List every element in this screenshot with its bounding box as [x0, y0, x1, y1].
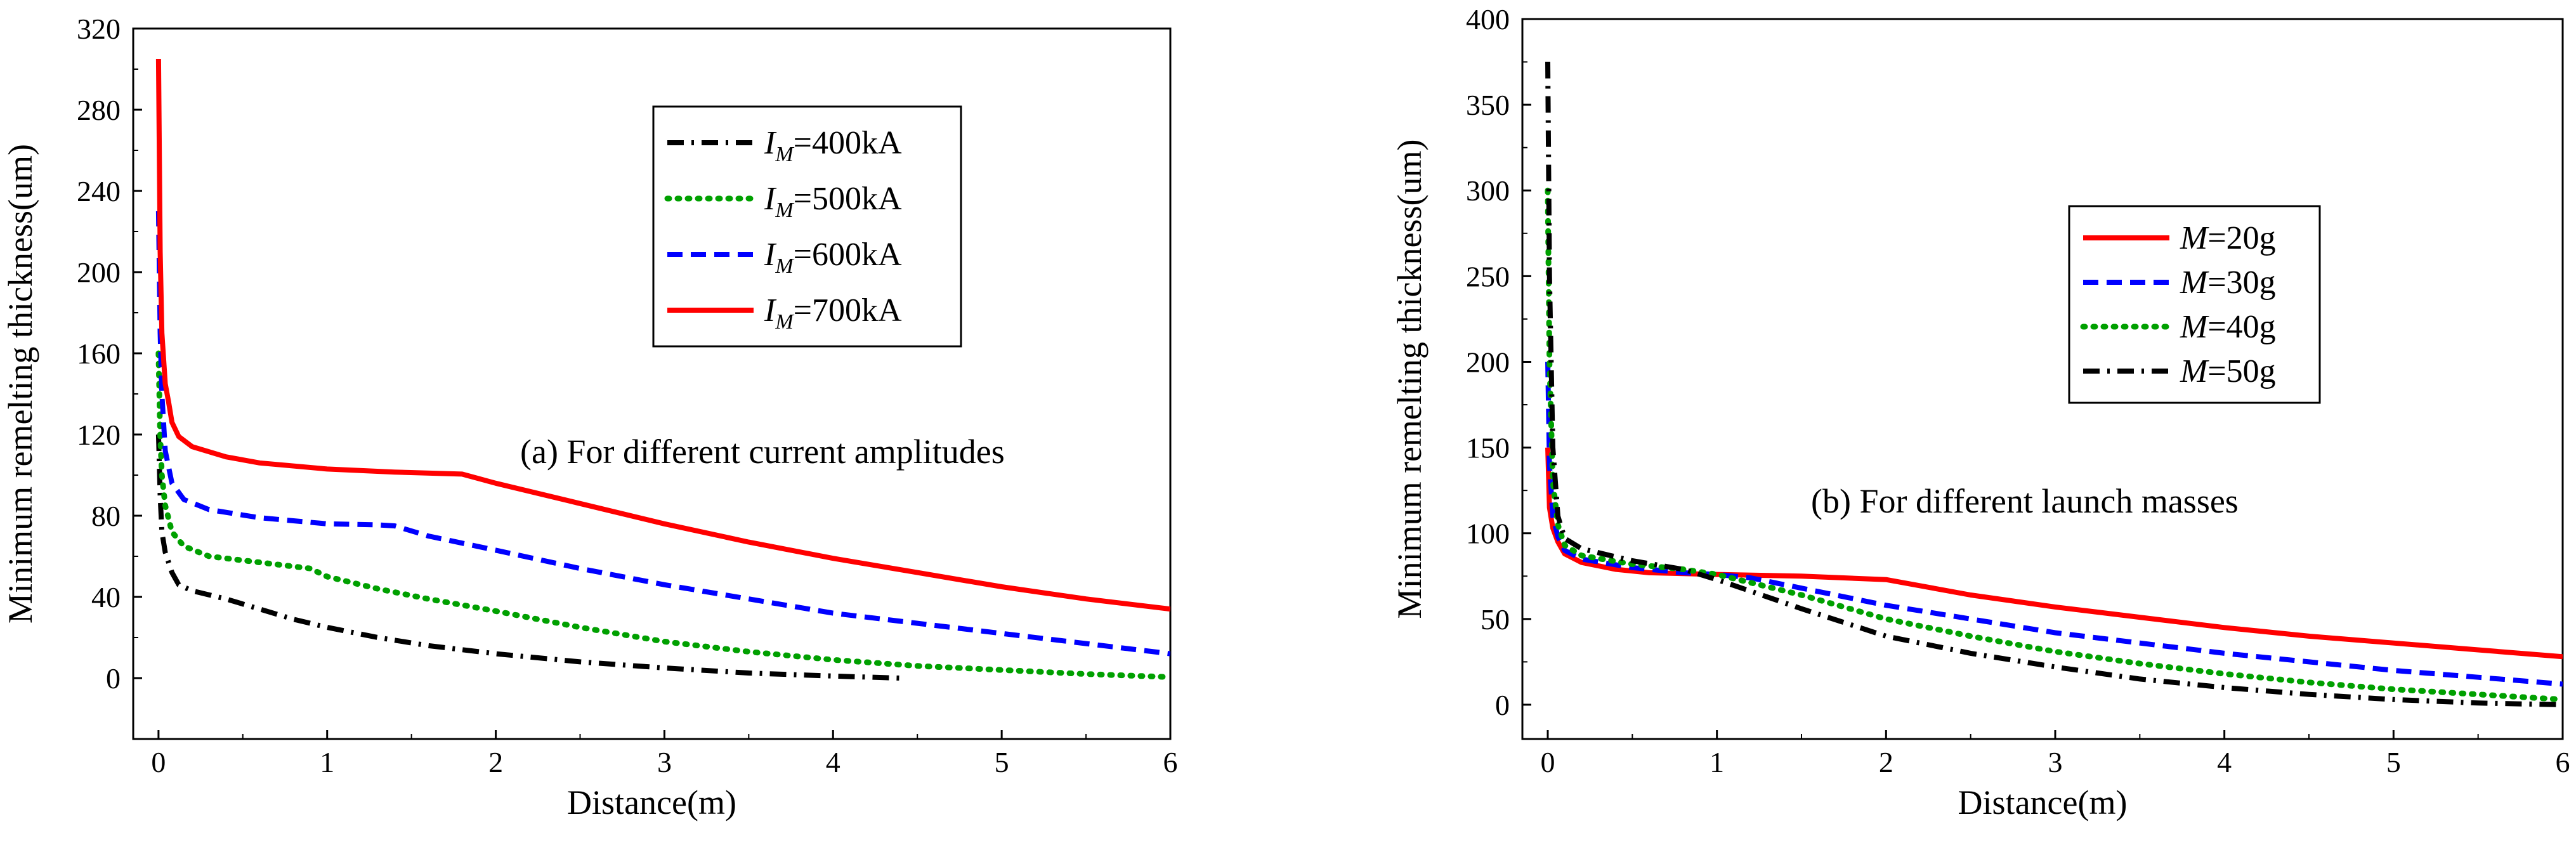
x-tick-label: 0: [151, 746, 166, 778]
legend-value: =600kA: [794, 237, 902, 273]
x-axis-title: Distance(m): [567, 783, 736, 821]
legend-value: =50g: [2207, 353, 2275, 389]
legend-subscript: M: [775, 254, 794, 278]
series-line-3: [155, 211, 1170, 657]
y-axis-title: Minimum remelting thickness(um): [1, 144, 39, 624]
legend-value: =700kA: [794, 292, 902, 329]
series-line-2: [155, 350, 1170, 680]
legend-subscript: M: [775, 310, 794, 334]
y-tick-label: 250: [1466, 260, 1510, 292]
legend-symbol: I: [764, 181, 777, 217]
panel-b: 0 1 2 3 4 5 6 0 50 100 150 200 250 300 350 400 Distance(…: [1390, 3, 2570, 821]
legend-subscript: M: [775, 143, 794, 166]
y-tick-label: 150: [1466, 432, 1510, 464]
legend-label: IM=700kA: [764, 292, 902, 334]
series-line-1: [155, 434, 901, 681]
panel-a: 0 1 2 3 4 5 6 0 40 80 120 160 200 240 280 320 Distance(m…: [1, 13, 1178, 821]
legend-value: =40g: [2207, 309, 2275, 345]
x-tick-label: 2: [1879, 746, 1893, 778]
legend-symbol: I: [764, 237, 777, 273]
x-tick-label: 5: [2386, 746, 2401, 778]
x-tick-label: 3: [2048, 746, 2063, 778]
y-tick-label: 350: [1466, 89, 1510, 121]
y-tick-label: 120: [77, 419, 121, 451]
series-line-3: [1545, 187, 2563, 703]
legend-label: IM=600kA: [764, 237, 902, 278]
legend-label: IM=500kA: [764, 181, 902, 222]
plot-frame: [1521, 18, 2564, 740]
y-tick-label: 80: [91, 500, 121, 532]
y-tick-label: 0: [1495, 689, 1510, 721]
y-tick-label: 240: [77, 175, 121, 207]
legend-symbol: I: [764, 125, 777, 161]
legend-label: M=50g: [2180, 353, 2276, 389]
legend-symbol: M: [2180, 265, 2209, 301]
y-tick-label: 300: [1466, 174, 1510, 207]
panel-annotation: (a) For different current amplitudes: [520, 433, 1005, 471]
y-tick-label: 0: [106, 662, 121, 695]
legend-label: M=40g: [2180, 309, 2276, 345]
legend-value: =500kA: [794, 181, 902, 217]
legend-symbol: M: [2180, 309, 2209, 345]
legend-symbol: I: [764, 292, 777, 329]
legend-value: =20g: [2207, 220, 2275, 256]
legend-subscript: M: [775, 199, 794, 222]
y-tick-label: 400: [1466, 3, 1510, 36]
legend-symbol: M: [2180, 220, 2209, 256]
y-tick-label: 50: [1481, 603, 1510, 636]
x-tick-label: 1: [320, 746, 334, 778]
y-tick-label: 200: [77, 256, 121, 289]
series-line-4: [1545, 62, 2563, 707]
series-line-4: [155, 58, 1170, 612]
y-axis-title: Minimum remelting thickness(um): [1390, 140, 1429, 619]
y-tick-label: 200: [1466, 346, 1510, 378]
x-tick-label: 4: [2217, 746, 2232, 778]
x-tick-label: 5: [995, 746, 1009, 778]
y-tick-label: 160: [77, 337, 121, 370]
x-tick-label: 6: [1163, 746, 1178, 778]
series-line-2: [1545, 362, 2563, 687]
x-tick-label: 3: [657, 746, 672, 778]
y-tick-label: 280: [77, 94, 121, 126]
series-line-1: [1545, 447, 2563, 660]
x-tick-label: 4: [826, 746, 840, 778]
legend-label: IM=400kA: [764, 125, 902, 166]
x-axis-title: Distance(m): [1958, 783, 2128, 821]
x-tick-label: 1: [1710, 746, 1724, 778]
legend-symbol: M: [2180, 353, 2209, 389]
panel-annotation: (b) For different launch masses: [1811, 482, 2239, 520]
y-tick-label: 40: [91, 581, 121, 613]
x-tick-label: 2: [488, 746, 503, 778]
legend-box: [652, 105, 962, 348]
legend-value: =400kA: [794, 125, 902, 161]
y-tick-label: 100: [1466, 518, 1510, 550]
legend-value: =30g: [2207, 265, 2275, 301]
x-tick-label: 6: [2556, 746, 2570, 778]
y-tick-label: 320: [77, 13, 121, 45]
legend-label: M=30g: [2180, 265, 2276, 301]
plot-frame: [132, 27, 1172, 740]
legend-label: M=20g: [2180, 220, 2276, 256]
x-tick-label: 0: [1541, 746, 1555, 778]
